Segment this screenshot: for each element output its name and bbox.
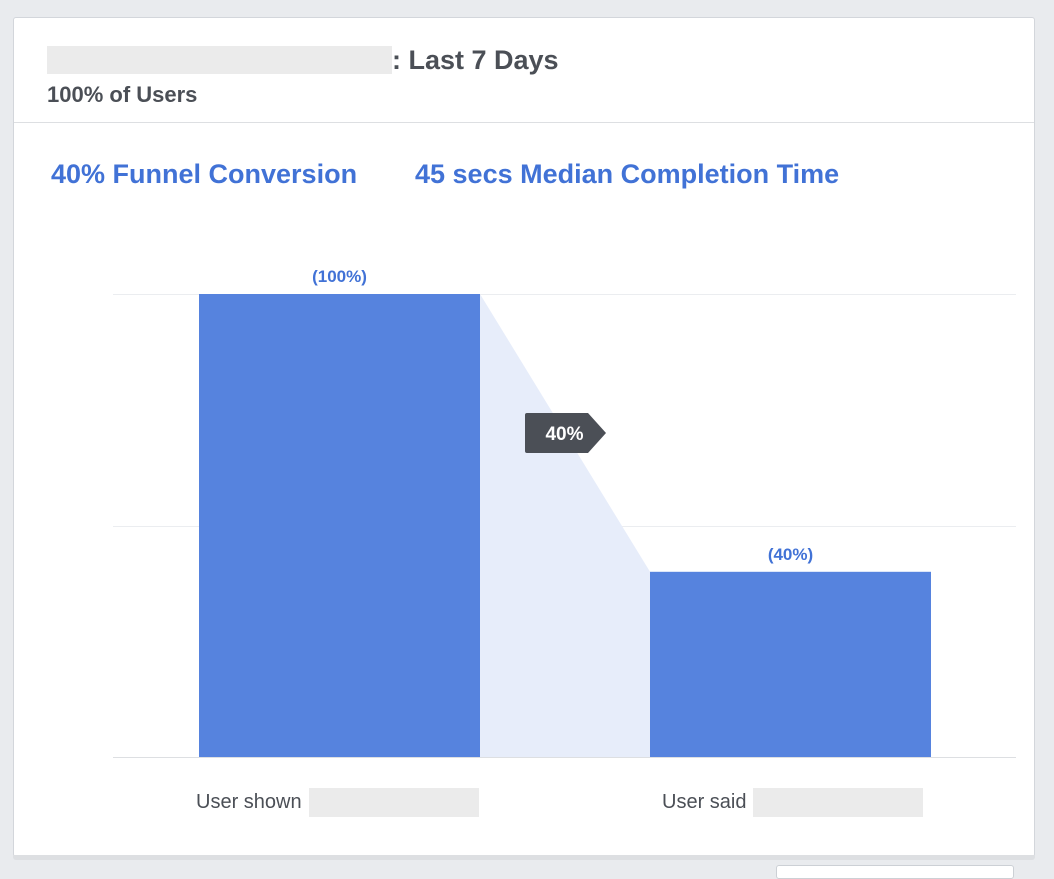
x-label-step-1-text: User shown <box>196 790 302 813</box>
bar-value-label-step-1: (100%) <box>312 267 367 286</box>
bar-value-label-step-2: (40%) <box>768 545 813 564</box>
x-label-step-1: User shown <box>196 787 479 817</box>
card-subtitle: 100% of Users <box>47 82 198 107</box>
step-conversion-badge <box>525 413 606 453</box>
title-period: : Last 7 Days <box>392 44 559 75</box>
partial-control-below-card[interactable] <box>776 865 1014 879</box>
redacted-step-2-name <box>753 787 924 817</box>
step-conversion-badge-label: 40% <box>545 424 583 445</box>
funnel-conversion-metric: 40% Funnel Conversion <box>51 159 358 189</box>
card-header: : Last 7 Days 100% of Users <box>14 18 1034 123</box>
median-completion-time-metric: 45 secs Median Completion Time <box>415 159 840 189</box>
card-title: : Last 7 Days <box>47 43 559 77</box>
card-bottom-edge <box>13 855 1035 860</box>
redacted-funnel-name <box>47 46 392 74</box>
bar-step-1 <box>199 294 480 757</box>
redacted-step-1-name <box>308 787 479 817</box>
x-label-step-2-text: User said <box>662 790 747 813</box>
bar-step-2 <box>650 571 931 757</box>
x-label-step-2: User said <box>662 787 924 817</box>
conversion-connector <box>480 294 650 757</box>
